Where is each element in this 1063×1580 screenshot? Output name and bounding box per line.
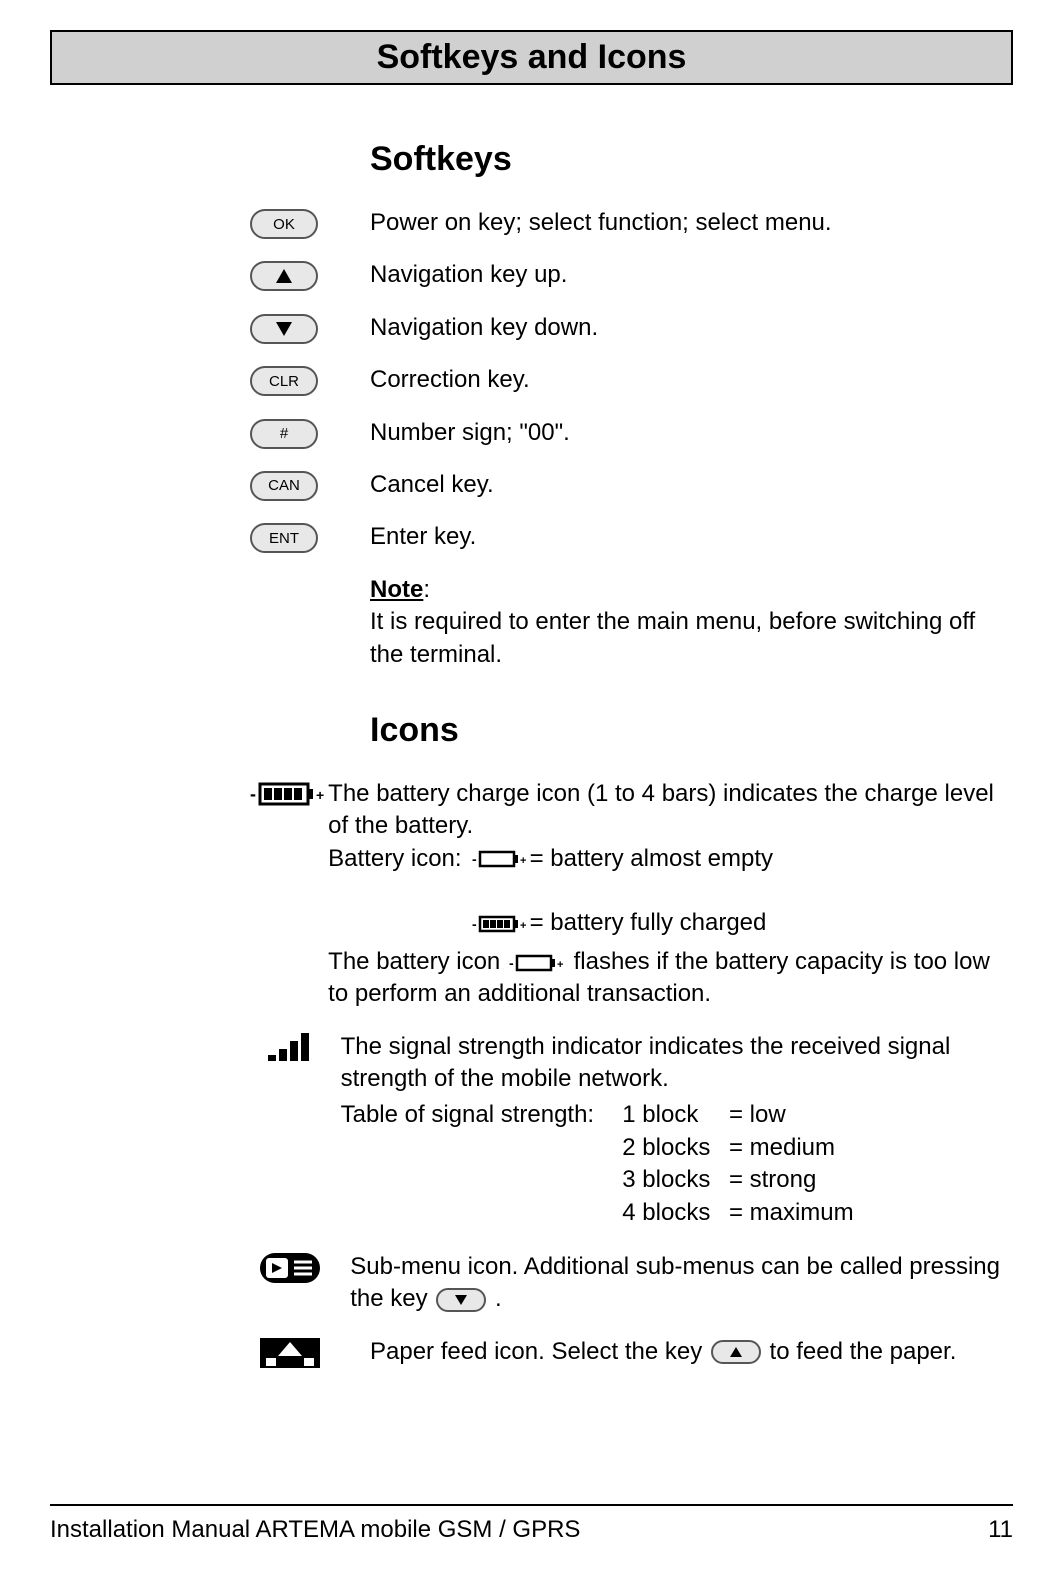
svg-text:-: - [472,851,477,867]
signal-r4b: = maximum [729,1199,854,1226]
svg-text:+: + [316,787,324,803]
signal-r4a: 4 blocks [622,1197,722,1229]
battery-full-eq: = battery fully charged [530,907,767,939]
hash-desc: Number sign; "00". [370,417,570,449]
paperfeed-post: to feed the paper. [770,1338,957,1365]
softkey-row-down: Navigation key down. [370,312,1013,344]
can-desc: Cancel key. [370,469,494,501]
note-block: Note: It is required to enter the main m… [370,574,1013,671]
softkey-row-can: CAN Cancel key. [370,469,1013,501]
note-label: Note [370,576,423,603]
svg-text:+: + [520,920,526,932]
footer-page-number: 11 [988,1516,1013,1544]
ent-key-icon: ENT [250,523,318,553]
svg-text:+: + [520,855,526,867]
ok-key-icon: OK [250,209,318,239]
can-key-icon: CAN [250,471,318,501]
icon-row-submenu: Sub-menu icon. Additional sub-menus can … [370,1251,1013,1316]
softkeys-heading: Softkeys [370,140,1013,179]
battery-empty-inline-icon: - + [472,849,528,869]
down-key-inline-icon [436,1288,486,1312]
note-colon: : [423,576,430,603]
battery-line1: The battery charge icon (1 to 4 bars) in… [328,778,1013,843]
battery-full-icon: - + [250,780,324,808]
down-desc: Navigation key down. [370,312,598,344]
page-title-bar: Softkeys and Icons [50,30,1013,85]
battery-empty-eq: = battery almost empty [530,843,773,875]
svg-text:-: - [472,916,477,932]
paperfeed-icon [260,1338,320,1368]
page-footer: Installation Manual ARTEMA mobile GSM / … [50,1504,1013,1544]
signal-r2a: 2 blocks [622,1132,722,1164]
clr-desc: Correction key. [370,364,530,396]
submenu-post: . [495,1285,502,1312]
note-text: It is required to enter the main menu, b… [370,608,975,667]
svg-text:-: - [250,784,256,804]
signal-r1b: = low [729,1101,786,1128]
battery-prefix: Battery icon: [328,843,461,875]
down-key-icon [250,314,318,344]
clr-key-icon: CLR [250,366,318,396]
icon-row-signal: The signal strength indicator indicates … [370,1031,1013,1229]
icons-heading: Icons [370,711,1013,750]
signal-r2b: = medium [729,1134,835,1161]
paperfeed-pre: Paper feed icon. Select the key [370,1338,709,1365]
softkey-row-ent: ENT Enter key. [370,521,1013,553]
svg-text:-: - [509,955,514,971]
battery-flash-pre: The battery icon [328,948,507,975]
softkey-row-up: Navigation key up. [370,259,1013,291]
softkey-row-ok: OK Power on key; select function; select… [370,207,1013,239]
up-key-icon [250,261,318,291]
icon-row-paperfeed: Paper feed icon. Select the key to feed … [370,1336,1013,1368]
signal-r3b: = strong [729,1166,816,1193]
ok-desc: Power on key; select function; select me… [370,207,832,239]
icon-row-battery: - + The battery charge icon (1 to 4 bars… [370,778,1013,1011]
up-desc: Navigation key up. [370,259,567,291]
signal-r1a: 1 block [622,1099,722,1131]
submenu-icon [260,1253,320,1283]
svg-text:+: + [557,959,563,971]
signal-line1: The signal strength indicator indicates … [341,1031,1013,1096]
softkey-row-hash: # Number sign; "00". [370,417,1013,449]
battery-full-inline-icon: - + [472,914,528,934]
signal-icon [268,1033,312,1063]
up-key-inline-icon [711,1340,761,1364]
signal-r3a: 3 blocks [622,1164,722,1196]
battery-empty-flash-icon: - + [509,953,565,973]
signal-table-label: Table of signal strength: [341,1099,616,1131]
softkey-row-clr: CLR Correction key. [370,364,1013,396]
hash-key-icon: # [250,419,318,449]
footer-left: Installation Manual ARTEMA mobile GSM / … [50,1516,580,1544]
ent-desc: Enter key. [370,521,476,553]
